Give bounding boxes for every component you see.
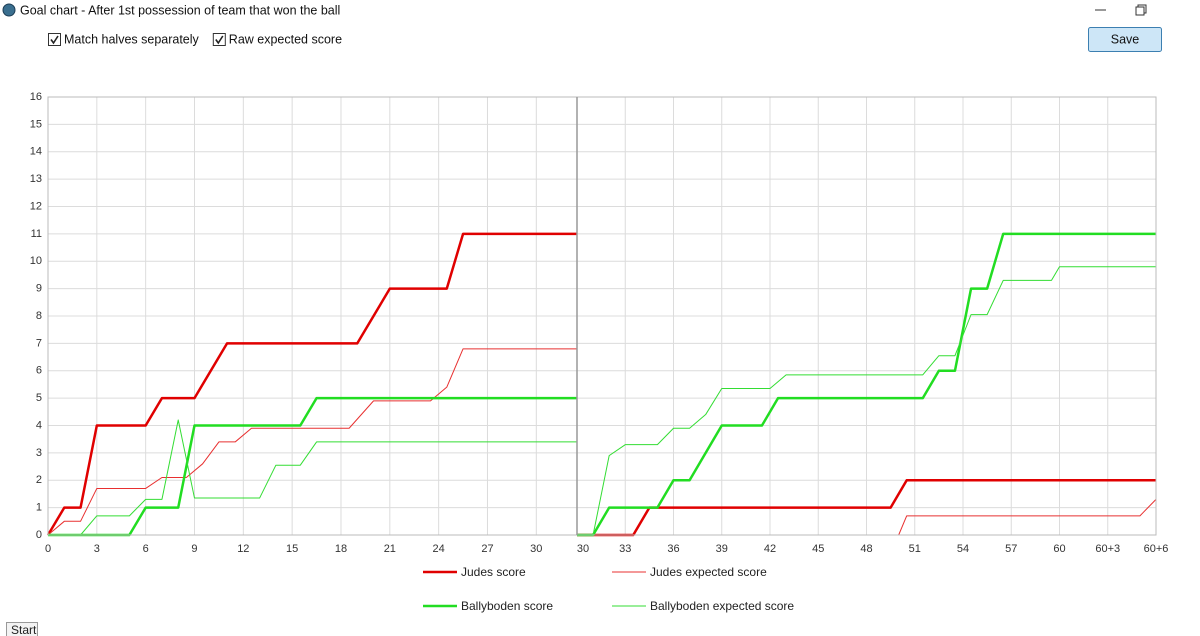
- checkbox[interactable]: [212, 33, 226, 46]
- x-tick-label: 27: [481, 543, 493, 555]
- checkbox-check[interactable]: [215, 35, 224, 45]
- x-tick-label: 15: [286, 543, 298, 555]
- y-tick-label: 7: [36, 337, 42, 349]
- x-tick-label: 18: [335, 543, 347, 555]
- y-tick-label: 5: [36, 392, 42, 404]
- window-title: Goal chart - After 1st possession of tea…: [20, 3, 340, 17]
- y-tick-label: 4: [36, 419, 42, 431]
- checkbox-check[interactable]: [50, 35, 59, 45]
- y-tick-label: 15: [30, 118, 42, 130]
- series-line: [47, 348, 577, 536]
- x-tick-label: 48: [860, 543, 872, 555]
- save-label[interactable]: Save: [1111, 32, 1140, 46]
- plot-frame: [47, 96, 1157, 536]
- x-tick-label: 60+3: [1095, 543, 1120, 555]
- restore-button[interactable]: [1135, 4, 1147, 16]
- legend-label: Ballyboden expected score: [650, 599, 794, 613]
- y-tick-label: 6: [36, 365, 42, 377]
- x-tick-label: 3: [94, 543, 100, 555]
- series-line: [577, 266, 1156, 536]
- y-tick-label: 1: [36, 502, 42, 514]
- y-tick-label: 13: [30, 173, 42, 185]
- y-tick-label: 3: [36, 447, 42, 459]
- x-tick-label: 30: [530, 543, 542, 555]
- x-tick-label: 60+6: [1144, 543, 1169, 555]
- checkbox-label[interactable]: Raw expected score: [229, 32, 342, 46]
- x-tick-label: 42: [764, 543, 776, 555]
- y-tick-label: 10: [30, 255, 42, 267]
- y-tick-label: 0: [36, 529, 42, 541]
- checkbox[interactable]: [48, 33, 61, 46]
- legend-label: Judes expected score: [650, 565, 767, 579]
- app-icon: [2, 3, 16, 17]
- x-tick-label: 54: [957, 543, 969, 555]
- series-line: [48, 396, 577, 537]
- x-tick-label: 60: [1053, 543, 1065, 555]
- y-tick-label: 8: [36, 310, 42, 322]
- x-tick-label: 0: [45, 543, 51, 555]
- x-tick-label: 6: [143, 543, 149, 555]
- series-line: [577, 232, 1156, 537]
- y-tick-label: 12: [30, 200, 42, 212]
- start-tab[interactable]: [6, 622, 38, 636]
- x-tick-label: 45: [812, 543, 824, 555]
- x-tick-label: 9: [191, 543, 197, 555]
- x-tick-label: 30: [577, 543, 589, 555]
- x-tick-label: 33: [619, 543, 631, 555]
- start-label[interactable]: Start: [11, 623, 37, 636]
- series-line: [46, 232, 577, 536]
- x-tick-label: 12: [237, 543, 249, 555]
- checkbox-label[interactable]: Match halves separately: [64, 32, 200, 46]
- legend-label: Judes score: [461, 565, 526, 579]
- y-tick-label: 9: [36, 283, 42, 295]
- y-tick-label: 2: [36, 474, 42, 486]
- x-tick-label: 36: [667, 543, 679, 555]
- series-line: [48, 419, 577, 536]
- y-tick-label: 16: [30, 91, 42, 103]
- save-button[interactable]: Save: [1088, 27, 1162, 52]
- x-tick-label: 57: [1005, 543, 1017, 555]
- x-tick-label: 51: [909, 543, 921, 555]
- x-tick-label: 21: [384, 543, 396, 555]
- x-tick-label: 39: [716, 543, 728, 555]
- x-tick-label: 24: [433, 543, 445, 555]
- y-tick-label: 14: [30, 146, 42, 158]
- y-tick-label: 11: [31, 228, 42, 240]
- legend-label: Ballyboden score: [461, 599, 553, 613]
